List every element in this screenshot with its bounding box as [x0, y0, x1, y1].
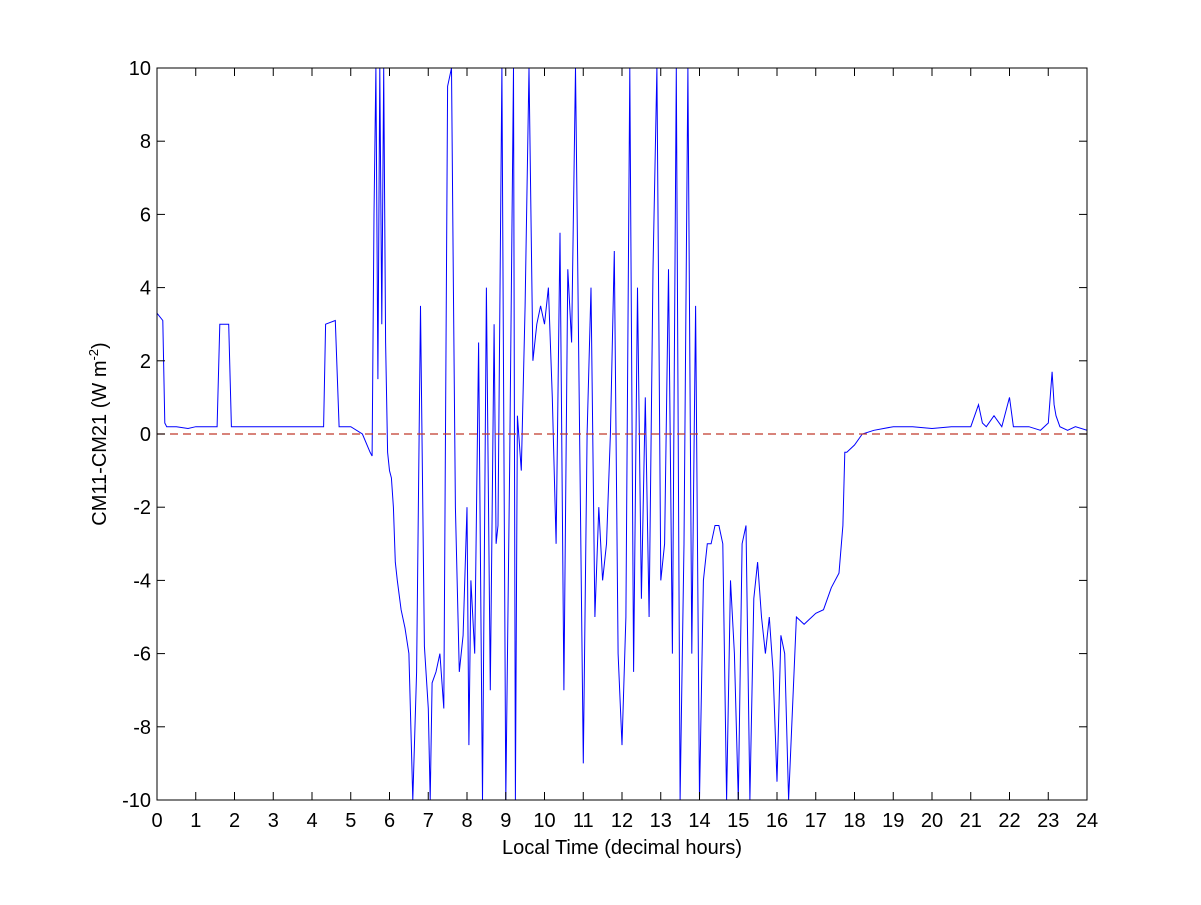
y-tick-label: 2 — [140, 351, 151, 373]
x-tick-label: 20 — [921, 810, 943, 832]
y-tick-label: 8 — [140, 131, 151, 153]
y-axis-label-close: ) — [89, 342, 111, 349]
x-tick-label: 4 — [306, 810, 317, 832]
x-tick-label: 3 — [268, 810, 279, 832]
x-tick-label: 14 — [688, 810, 710, 832]
y-tick-label: 6 — [140, 204, 151, 226]
x-tick-label: 2 — [229, 810, 240, 832]
plot-area — [157, 68, 1087, 800]
y-axis-label-main: CM11-CM21 (W m — [89, 361, 111, 526]
x-tick-label: 7 — [423, 810, 434, 832]
y-axis-label: CM11-CM21 (W m-2) — [86, 342, 111, 525]
x-tick-label: 11 — [573, 810, 594, 832]
y-tick-label: 10 — [129, 58, 151, 80]
series-layer — [157, 68, 1087, 800]
x-tick-label: 0 — [151, 810, 162, 832]
x-tick-label: 15 — [727, 810, 749, 832]
x-tick-label: 16 — [766, 810, 788, 832]
y-tick-label: -10 — [122, 790, 151, 812]
x-tick-label: 5 — [345, 810, 356, 832]
x-tick-label: 6 — [384, 810, 395, 832]
x-tick-label: 17 — [805, 810, 827, 832]
x-axis-label: Local Time (decimal hours) — [502, 837, 742, 859]
y-tick-label: -2 — [133, 497, 151, 519]
x-tick-label: 21 — [960, 810, 982, 832]
series-line-1 — [157, 68, 1087, 800]
y-tick-label: -8 — [133, 717, 151, 739]
y-tick-label: 0 — [140, 424, 151, 446]
x-tick-label: 23 — [1037, 810, 1059, 832]
x-tick-label: 10 — [533, 810, 555, 832]
x-tick-label: 24 — [1076, 810, 1098, 832]
x-tick-label: 22 — [998, 810, 1020, 832]
y-tick-label: 4 — [140, 278, 151, 300]
x-tick-label: 9 — [500, 810, 511, 832]
tick-layer: 0 1 2 3 4 5 6 7 8 9 10 11 12 13 14 15 16 17 18 19 20 21 22 23 24… — [122, 58, 1098, 832]
y-tick-label: -4 — [133, 570, 151, 592]
x-tick-label: 19 — [882, 810, 904, 832]
x-tick-label: 8 — [461, 810, 472, 832]
x-tick-label: 1 — [190, 810, 201, 832]
y-tick-label: -6 — [133, 644, 151, 666]
x-tick-label: 18 — [843, 810, 865, 832]
plot-background — [157, 68, 1087, 800]
x-tick-label: 12 — [611, 810, 633, 832]
y-axis-label-superscript: -2 — [86, 349, 101, 361]
x-tick-label: 13 — [650, 810, 672, 832]
